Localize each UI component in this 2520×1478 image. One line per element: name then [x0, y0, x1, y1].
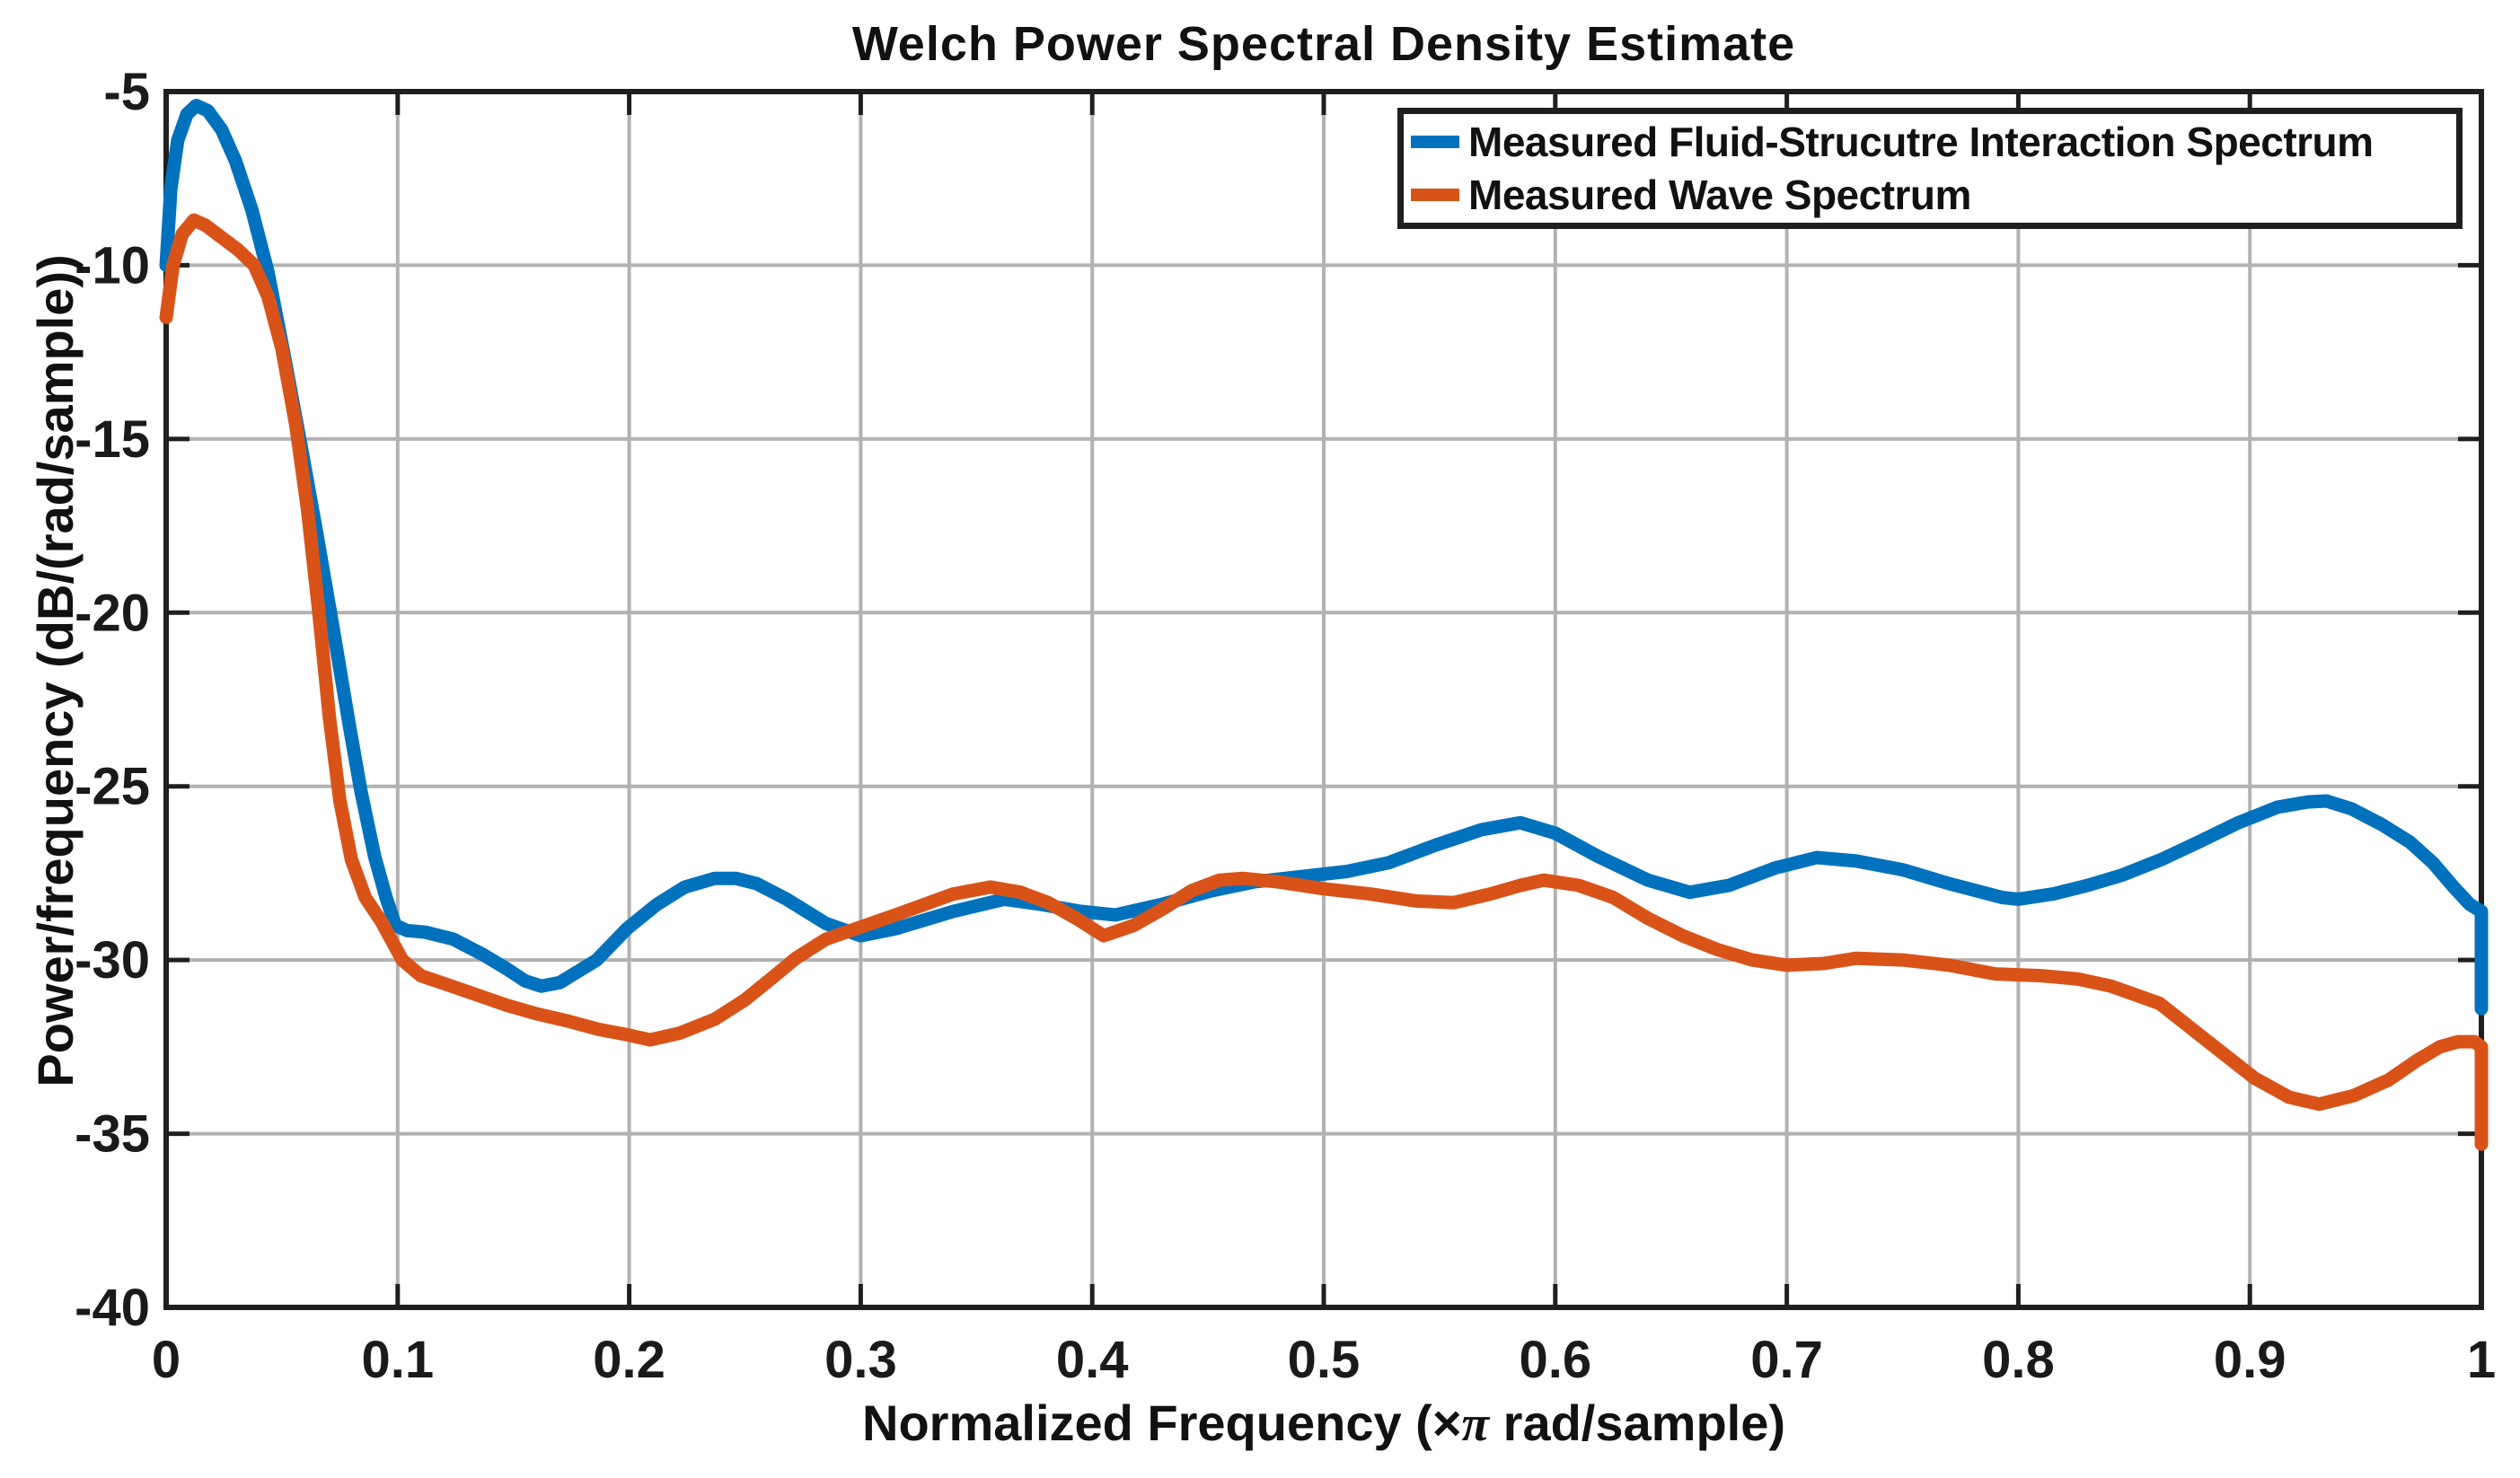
- legend-item-wave-spectrum: Measured Wave Spectrum: [1404, 169, 2456, 221]
- y-tick-label: -10: [75, 236, 150, 295]
- legend-label-wave-spectrum: Measured Wave Spectrum: [1468, 172, 1971, 219]
- x-axis-label: Normalized Frequency (×π rad/sample): [166, 1394, 2481, 1453]
- x-axis-label-prefix: Normalized Frequency (×: [862, 1394, 1462, 1451]
- legend-item-fsi-spectrum: Measured Fluid-Strucutre Interaction Spe…: [1404, 116, 2456, 168]
- y-axis-label: Power/frequency (dB/(rad/sample)): [27, 254, 84, 1087]
- x-tick-label: 0.7: [1750, 1331, 1823, 1389]
- data-curves: [159, 99, 2489, 1151]
- x-tick-label: 0.1: [361, 1331, 434, 1389]
- x-axis-label-suffix: rad/sample): [1489, 1394, 1785, 1451]
- x-tick-label: 0.4: [1056, 1331, 1129, 1389]
- pi-symbol: π: [1461, 1396, 1490, 1452]
- x-tick-label: 0.9: [2214, 1331, 2287, 1389]
- x-tick-label: 0.8: [1982, 1331, 2055, 1389]
- x-tick-label: 0.3: [824, 1331, 897, 1389]
- y-tick-label: -30: [75, 931, 150, 990]
- y-tick-label: -20: [75, 584, 150, 642]
- chart-title: Welch Power Spectral Density Estimate: [851, 17, 1796, 71]
- grid-lines: [166, 92, 2481, 1307]
- x-tick-label: 1: [2467, 1331, 2496, 1389]
- y-tick-label: -5: [103, 63, 150, 121]
- x-tick-label: 0.6: [1519, 1331, 1591, 1389]
- x-tick-label: 0: [152, 1331, 181, 1389]
- series-line-1: [159, 213, 2489, 1151]
- x-tick-label: 0.2: [593, 1331, 665, 1389]
- legend-label-fsi-spectrum: Measured Fluid-Strucutre Interaction Spe…: [1468, 118, 2374, 165]
- x-tick-label: 0.5: [1288, 1331, 1361, 1389]
- y-tick-label: -25: [75, 758, 150, 816]
- y-tick-label: -40: [75, 1279, 150, 1337]
- y-tick-label: -35: [75, 1105, 150, 1164]
- legend: Measured Fluid-Strucutre Interaction Spe…: [1397, 108, 2463, 229]
- legend-line-sample-orange: [1411, 189, 1459, 202]
- tick-labels: 0 0.1 0.2 0.3 0.4 0.5 0.6 0.7 0.8 0.9 1 -40 -35 -30 -2…: [75, 63, 2496, 1389]
- y-tick-label: -15: [75, 410, 150, 469]
- legend-line-sample-blue: [1411, 135, 1459, 148]
